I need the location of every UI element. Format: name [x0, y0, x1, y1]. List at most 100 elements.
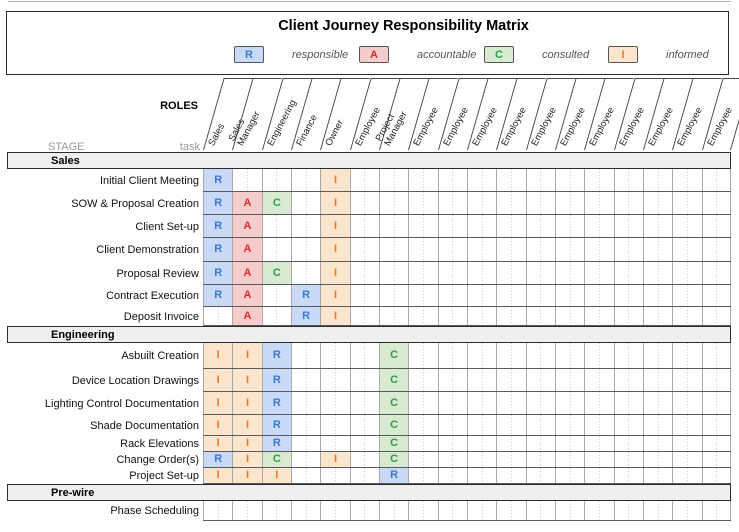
- matrix-cell[interactable]: [525, 307, 555, 325]
- matrix-cell[interactable]: [408, 343, 438, 368]
- matrix-cell[interactable]: R: [290, 285, 321, 306]
- matrix-cell[interactable]: [642, 169, 673, 191]
- matrix-cell[interactable]: [701, 501, 731, 520]
- matrix-cell[interactable]: [349, 392, 379, 414]
- matrix-cell[interactable]: [642, 307, 673, 325]
- matrix-cell[interactable]: [349, 415, 379, 435]
- matrix-cell[interactable]: [437, 238, 467, 261]
- matrix-cell[interactable]: [466, 285, 497, 306]
- matrix-cell[interactable]: [525, 238, 555, 261]
- matrix-cell[interactable]: R: [203, 238, 233, 261]
- matrix-cell[interactable]: [613, 343, 643, 368]
- matrix-cell[interactable]: [525, 192, 555, 214]
- matrix-cell[interactable]: [203, 307, 233, 325]
- matrix-cell[interactable]: [437, 501, 467, 520]
- matrix-cell[interactable]: [642, 262, 673, 284]
- matrix-cell[interactable]: [290, 468, 321, 483]
- matrix-cell[interactable]: I: [203, 343, 233, 368]
- matrix-cell[interactable]: [466, 392, 497, 414]
- matrix-cell[interactable]: [496, 215, 526, 237]
- matrix-cell[interactable]: [378, 501, 409, 520]
- matrix-cell[interactable]: [672, 468, 702, 483]
- matrix-cell[interactable]: [642, 436, 673, 451]
- matrix-cell[interactable]: R: [261, 392, 291, 414]
- matrix-cell[interactable]: [525, 215, 555, 237]
- matrix-cell[interactable]: [613, 436, 643, 451]
- matrix-cell[interactable]: [554, 285, 585, 306]
- matrix-cell[interactable]: [496, 307, 526, 325]
- matrix-cell[interactable]: C: [261, 262, 291, 284]
- matrix-cell[interactable]: I: [320, 262, 350, 284]
- matrix-cell[interactable]: [701, 452, 731, 467]
- matrix-cell[interactable]: [408, 192, 438, 214]
- matrix-cell[interactable]: [320, 501, 350, 520]
- matrix-cell[interactable]: [701, 238, 731, 261]
- matrix-cell[interactable]: [525, 392, 555, 414]
- matrix-cell[interactable]: [290, 262, 321, 284]
- matrix-cell[interactable]: [378, 285, 409, 306]
- matrix-cell[interactable]: [349, 307, 379, 325]
- matrix-cell[interactable]: [525, 262, 555, 284]
- matrix-cell[interactable]: [320, 392, 350, 414]
- matrix-cell[interactable]: [672, 415, 702, 435]
- matrix-cell[interactable]: [496, 392, 526, 414]
- matrix-cell[interactable]: I: [203, 392, 233, 414]
- matrix-cell[interactable]: A: [232, 192, 262, 214]
- matrix-cell[interactable]: [554, 215, 585, 237]
- matrix-cell[interactable]: [584, 238, 614, 261]
- matrix-cell[interactable]: [525, 415, 555, 435]
- matrix-cell[interactable]: [672, 238, 702, 261]
- matrix-cell[interactable]: [554, 468, 585, 483]
- matrix-cell[interactable]: [466, 343, 497, 368]
- matrix-cell[interactable]: [290, 392, 321, 414]
- matrix-cell[interactable]: [672, 501, 702, 520]
- matrix-cell[interactable]: [642, 415, 673, 435]
- matrix-cell[interactable]: [554, 192, 585, 214]
- matrix-cell[interactable]: [408, 285, 438, 306]
- matrix-cell[interactable]: R: [203, 215, 233, 237]
- matrix-cell[interactable]: R: [203, 262, 233, 284]
- matrix-cell[interactable]: [496, 369, 526, 391]
- matrix-cell[interactable]: [349, 501, 379, 520]
- matrix-cell[interactable]: C: [378, 392, 409, 414]
- matrix-cell[interactable]: [437, 343, 467, 368]
- matrix-cell[interactable]: [525, 452, 555, 467]
- matrix-cell[interactable]: I: [232, 392, 262, 414]
- matrix-cell[interactable]: [408, 452, 438, 467]
- matrix-cell[interactable]: R: [203, 169, 233, 191]
- matrix-cell[interactable]: [584, 215, 614, 237]
- matrix-cell[interactable]: A: [232, 215, 262, 237]
- matrix-cell[interactable]: [320, 436, 350, 451]
- matrix-cell[interactable]: [349, 468, 379, 483]
- matrix-cell[interactable]: [554, 343, 585, 368]
- matrix-cell[interactable]: [554, 307, 585, 325]
- matrix-cell[interactable]: [437, 285, 467, 306]
- matrix-cell[interactable]: [408, 369, 438, 391]
- matrix-cell[interactable]: [349, 169, 379, 191]
- matrix-cell[interactable]: I: [232, 452, 262, 467]
- matrix-cell[interactable]: I: [232, 369, 262, 391]
- matrix-cell[interactable]: [672, 169, 702, 191]
- matrix-cell[interactable]: [642, 468, 673, 483]
- matrix-cell[interactable]: [466, 452, 497, 467]
- matrix-cell[interactable]: [554, 415, 585, 435]
- matrix-cell[interactable]: [554, 169, 585, 191]
- matrix-cell[interactable]: [701, 169, 731, 191]
- matrix-cell[interactable]: [613, 262, 643, 284]
- matrix-cell[interactable]: [496, 169, 526, 191]
- matrix-cell[interactable]: [408, 238, 438, 261]
- matrix-cell[interactable]: [203, 501, 233, 520]
- matrix-cell[interactable]: R: [261, 369, 291, 391]
- matrix-cell[interactable]: I: [320, 169, 350, 191]
- matrix-cell[interactable]: I: [232, 415, 262, 435]
- matrix-cell[interactable]: [701, 436, 731, 451]
- matrix-cell[interactable]: [613, 452, 643, 467]
- matrix-cell[interactable]: [672, 369, 702, 391]
- matrix-cell[interactable]: [320, 343, 350, 368]
- matrix-cell[interactable]: [378, 169, 409, 191]
- matrix-cell[interactable]: [437, 262, 467, 284]
- matrix-cell[interactable]: I: [232, 343, 262, 368]
- matrix-cell[interactable]: [554, 392, 585, 414]
- matrix-cell[interactable]: [290, 436, 321, 451]
- matrix-cell[interactable]: [261, 215, 291, 237]
